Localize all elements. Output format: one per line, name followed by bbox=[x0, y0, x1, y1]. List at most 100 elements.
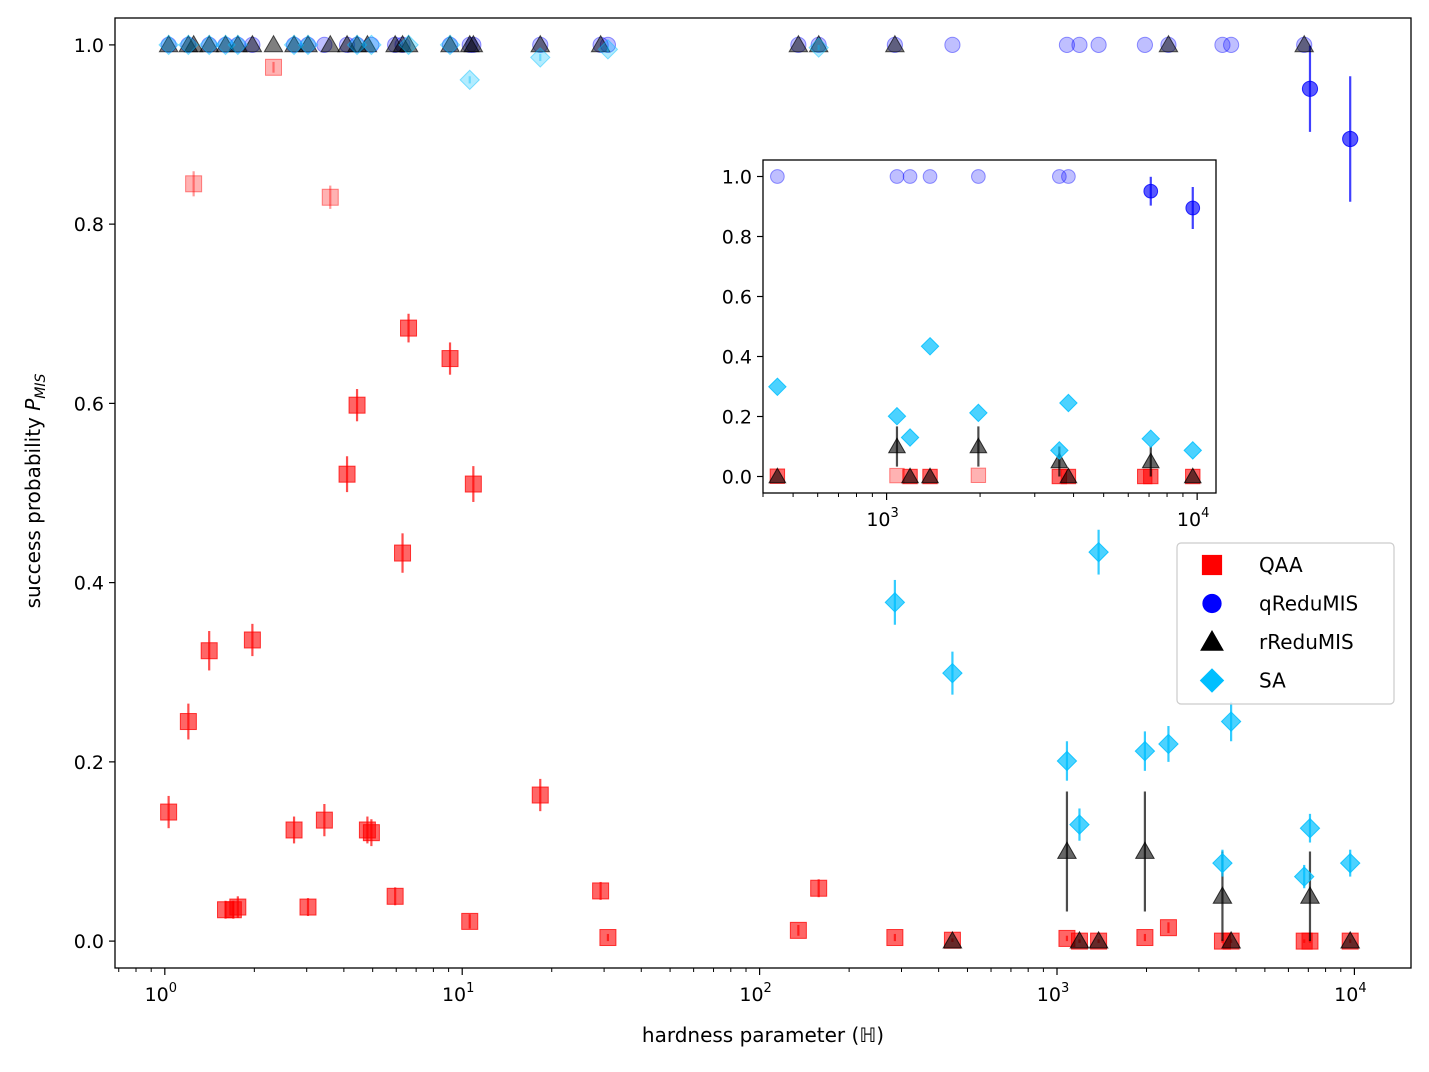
main-rredumis-point bbox=[357, 34, 378, 53]
main-x-tick-label: 100 bbox=[145, 981, 177, 1006]
main-qaa-point bbox=[348, 396, 366, 414]
main-sa-point bbox=[398, 34, 419, 56]
main-qredumis-point bbox=[1301, 80, 1319, 97]
inset-rredumis-point bbox=[920, 467, 940, 484]
main-x-tick-label: 103 bbox=[1037, 981, 1069, 1006]
inset-plot-area bbox=[763, 160, 1216, 493]
main-rredumis-point bbox=[158, 34, 179, 53]
inset-x-tick-exponent: 4 bbox=[1201, 506, 1209, 521]
main-qaa-point bbox=[599, 929, 617, 947]
inset-qredumis-point bbox=[902, 169, 918, 184]
inset-sa-point bbox=[1050, 441, 1069, 460]
main-x-tick-exponent: 0 bbox=[169, 981, 177, 996]
main-sa-point bbox=[361, 34, 382, 56]
main-rredumis-point bbox=[283, 34, 305, 53]
main-qredumis-point bbox=[1223, 36, 1240, 53]
main-qaa-point bbox=[592, 882, 610, 900]
main-rredumis-point bbox=[1299, 886, 1321, 904]
main-qaa-point bbox=[441, 350, 459, 368]
legend: QAA qReduMIS rReduMIS SA bbox=[1176, 542, 1395, 705]
inset-y-ticks: 0.0 0.2 0.4 0.6 0.8 1.0 bbox=[722, 167, 763, 489]
main-rredumis-point bbox=[199, 34, 220, 53]
main-sa-point bbox=[1293, 866, 1315, 887]
main-sa-point bbox=[198, 34, 220, 56]
y-axis-title-symbol: P bbox=[21, 398, 45, 411]
main-y-tick-label: 0.2 bbox=[74, 752, 104, 774]
main-rredumis-point bbox=[439, 34, 461, 53]
main-sa-point bbox=[227, 34, 249, 56]
main-rredumis-point bbox=[1340, 930, 1361, 949]
main-qaa-point bbox=[464, 475, 482, 493]
inset-rredumis-point bbox=[1183, 467, 1202, 484]
main-series-sa bbox=[158, 34, 1361, 889]
inset-y-tick-label: 1.0 bbox=[722, 167, 752, 189]
legend-box bbox=[1176, 542, 1395, 705]
main-x-tick-exponent: 1 bbox=[466, 981, 474, 996]
main-qaa-point bbox=[285, 821, 303, 839]
legend-marker-sa bbox=[1199, 668, 1225, 693]
main-sa-point bbox=[529, 47, 551, 68]
main-y-ticks: 0.0 0.2 0.4 0.6 0.8 1.0 bbox=[74, 35, 115, 953]
inset-y-tick-label: 0.4 bbox=[722, 347, 752, 369]
main-x-tick-label: 104 bbox=[1334, 981, 1366, 1006]
main-sa-point bbox=[1134, 740, 1156, 762]
main-qaa-point bbox=[1136, 929, 1154, 947]
inset-data-layer bbox=[768, 169, 1203, 485]
inset-rredumis-point bbox=[1059, 467, 1078, 484]
main-qaa-point bbox=[200, 642, 218, 660]
legend-label-qredumis: qReduMIS bbox=[1259, 592, 1358, 616]
main-rredumis-point bbox=[297, 34, 319, 53]
legend-marker-qredumis bbox=[1202, 593, 1222, 614]
main-series-rredumis bbox=[158, 34, 1361, 949]
inset-y-tick-label: 0.0 bbox=[722, 467, 752, 489]
inset-rredumis-point bbox=[887, 437, 907, 454]
main-qaa-point bbox=[265, 58, 283, 76]
main-rredumis-point bbox=[1056, 841, 1078, 859]
main-qaa-point bbox=[461, 912, 479, 930]
main-sa-point bbox=[884, 592, 906, 613]
main-sa-point bbox=[942, 662, 963, 684]
main-x-tick-base: 10 bbox=[1334, 984, 1358, 1006]
main-y-tick-label: 0.4 bbox=[74, 573, 104, 595]
inset-qredumis-point bbox=[1143, 183, 1159, 199]
main-sa-point bbox=[158, 34, 179, 56]
inset-sa-point bbox=[1059, 393, 1078, 413]
main-sa-point bbox=[808, 37, 829, 58]
main-sa-point bbox=[283, 34, 305, 56]
legend-label-rredumis: rReduMIS bbox=[1259, 630, 1354, 654]
main-qaa-point bbox=[531, 786, 549, 804]
main-rredumis-point bbox=[320, 34, 341, 53]
x-axis-title: hardness parameter (ℍ) bbox=[642, 1023, 884, 1047]
main-sa-point bbox=[1339, 852, 1361, 874]
inset-sa-point bbox=[768, 377, 787, 397]
main-sa-point bbox=[215, 34, 236, 56]
main-qaa-point bbox=[400, 319, 418, 337]
inset-sa-point bbox=[887, 406, 907, 426]
main-rredumis-point bbox=[1069, 930, 1090, 949]
inset-rredumis-point bbox=[1141, 452, 1160, 469]
main-sa-point bbox=[1220, 711, 1242, 732]
main-sa-point bbox=[1069, 814, 1090, 835]
inset-y-tick-label: 0.2 bbox=[722, 407, 752, 429]
main-rredumis-point bbox=[1221, 930, 1242, 949]
inset-qredumis-point bbox=[770, 169, 785, 184]
main-rredumis-point bbox=[942, 930, 963, 949]
main-sa-point bbox=[1158, 733, 1179, 755]
main-sa-point bbox=[459, 69, 481, 91]
main-x-tick-label: 102 bbox=[739, 981, 771, 1006]
inset-qaa-point bbox=[970, 467, 987, 484]
inset-qredumis-point bbox=[1061, 169, 1076, 184]
main-sa-point bbox=[297, 34, 319, 56]
main-sa-point bbox=[1088, 541, 1109, 563]
main-rredumis-point bbox=[242, 34, 263, 53]
main-sa-point bbox=[439, 34, 461, 56]
inset-qredumis-point bbox=[922, 169, 938, 184]
inset-axes-frame bbox=[762, 159, 1217, 494]
inset-rredumis-point bbox=[969, 437, 988, 454]
main-y-tick-label: 0.8 bbox=[74, 214, 104, 236]
main-rredumis-point bbox=[1212, 886, 1233, 904]
main-x-ticks: 100 101 102 103 104 bbox=[118, 968, 1367, 1006]
main-rredumis-point bbox=[1134, 841, 1155, 859]
main-axes-frame bbox=[114, 17, 1412, 969]
